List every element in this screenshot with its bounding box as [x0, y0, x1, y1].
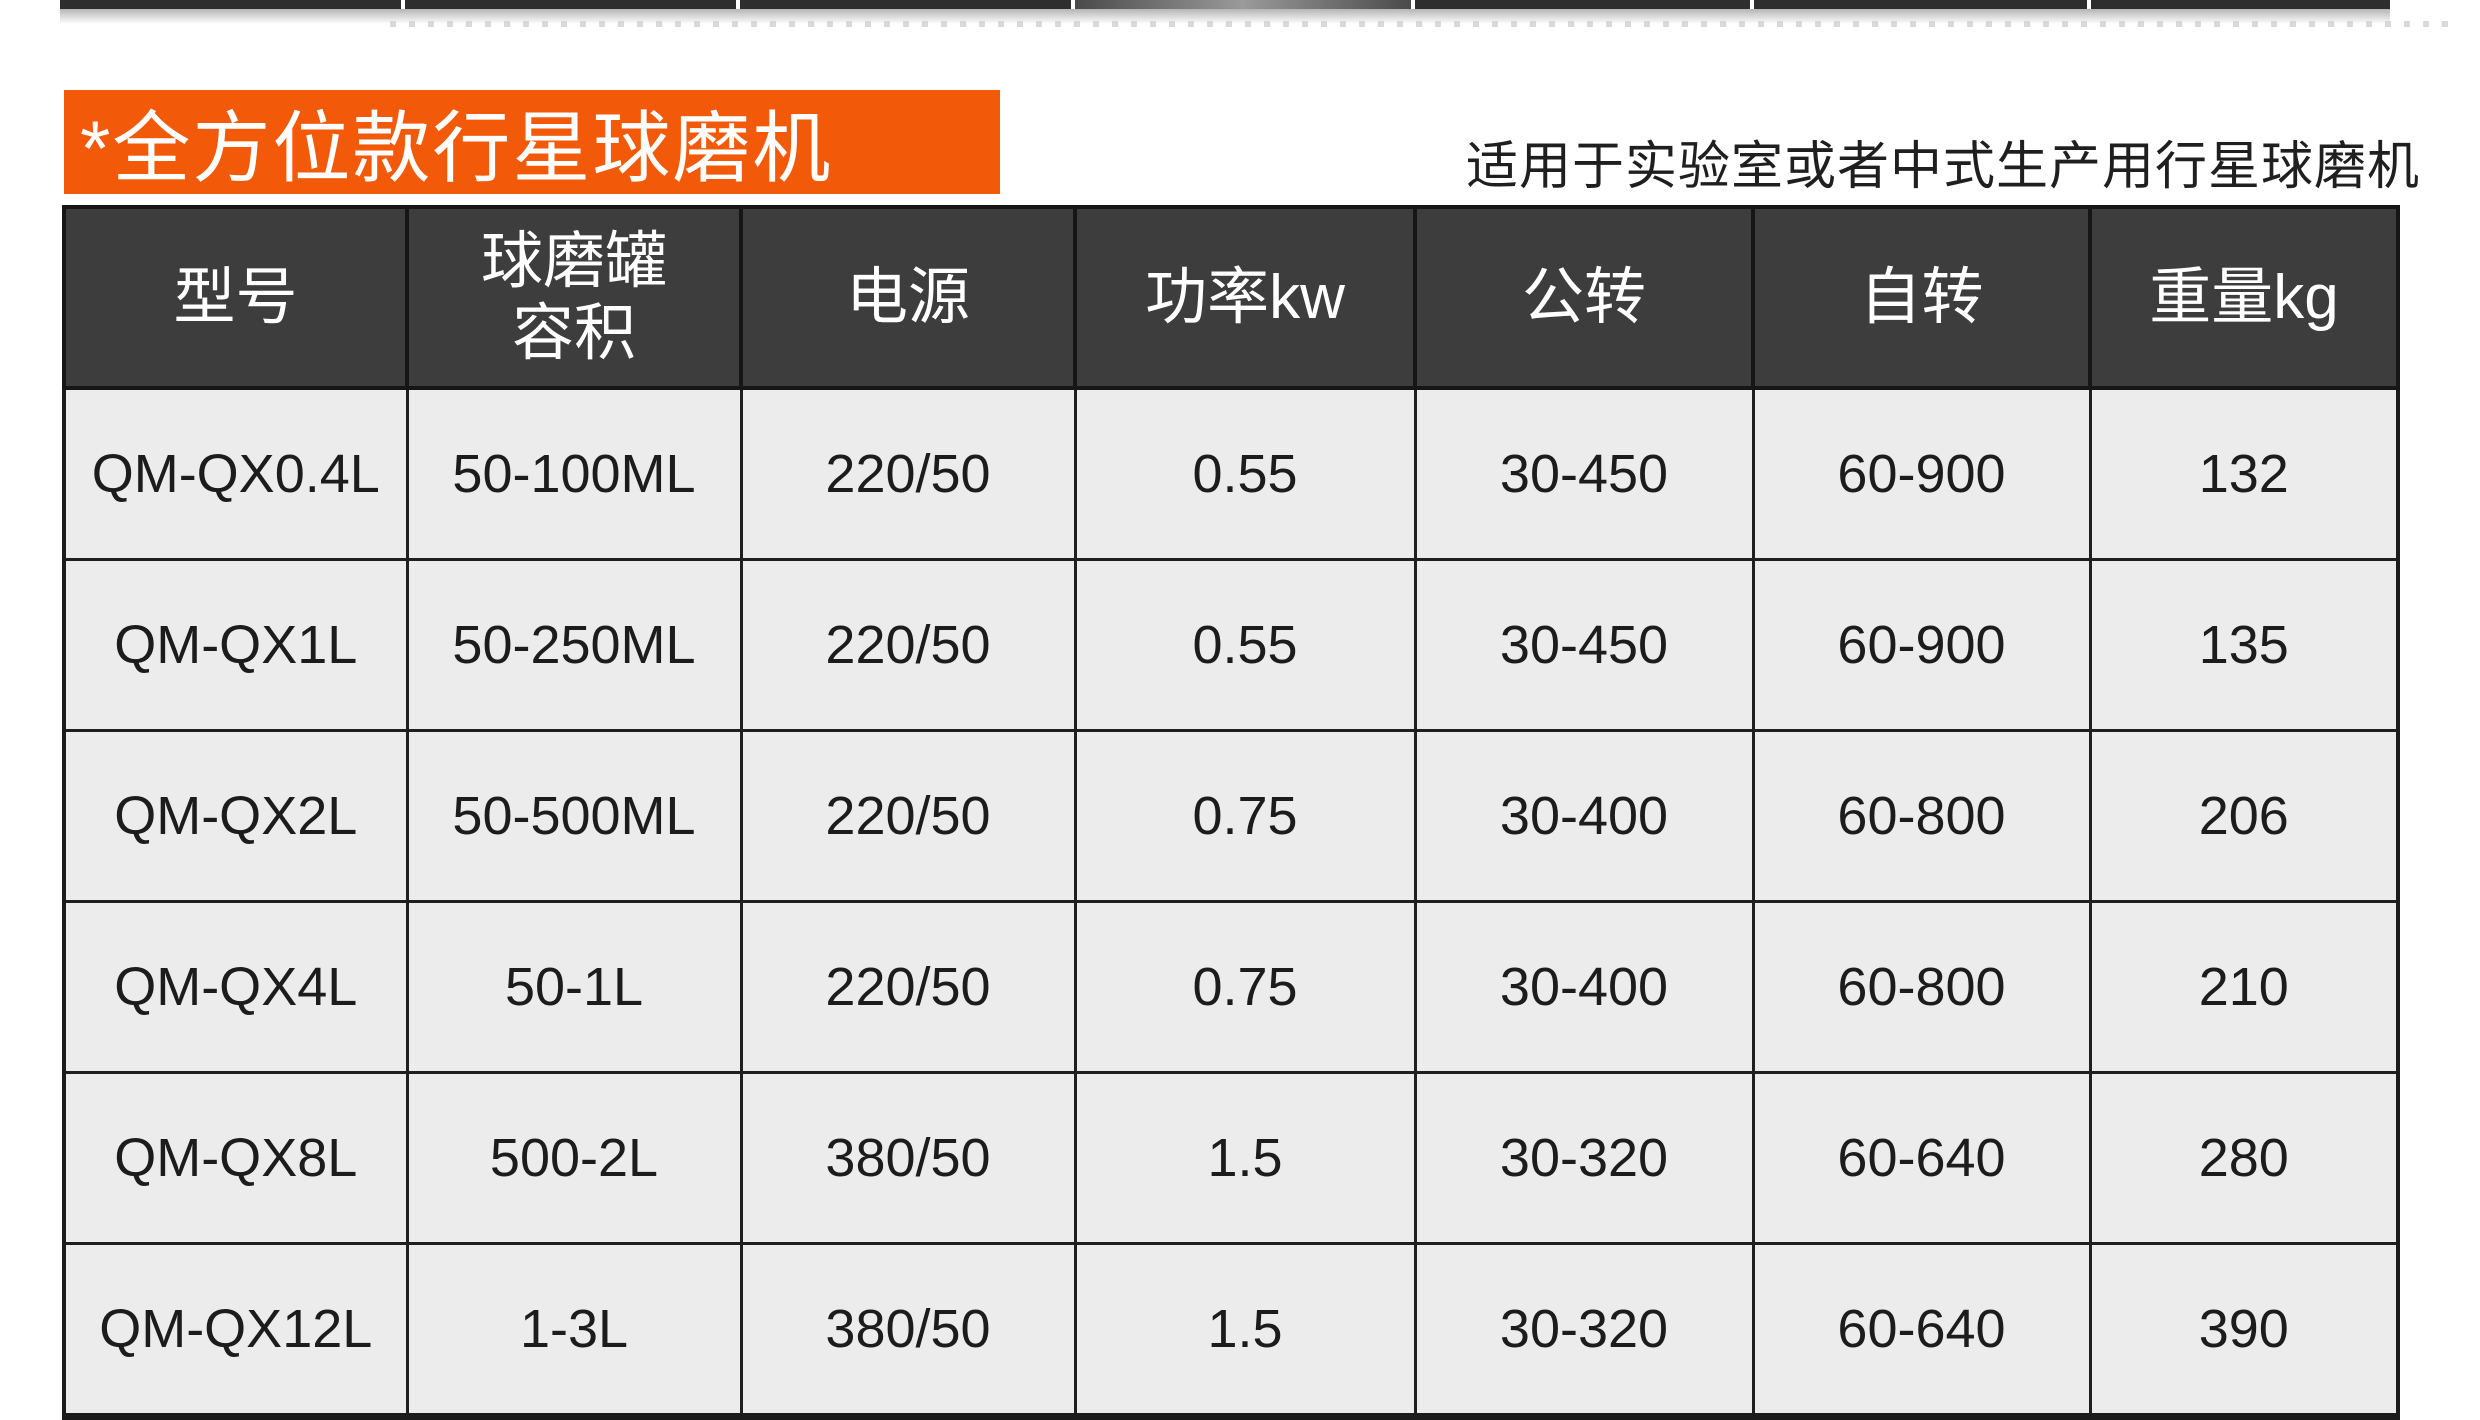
table-cell: 50-100ML	[405, 386, 743, 561]
table-cell: 30-450	[1413, 558, 1755, 732]
edge-segment	[1753, 0, 2088, 9]
edge-shadow	[60, 9, 2390, 24]
table-cell: 132	[2088, 386, 2400, 561]
table-cell: QM-QX4L	[62, 900, 409, 1074]
table-cell: 220/50	[739, 386, 1077, 561]
table-row: QM-QX8L 500-2L 380/50 1.5 30-320 60-640 …	[62, 1071, 2400, 1245]
column-header-revolution: 公转	[1413, 205, 1755, 390]
edge-segment	[2091, 0, 2391, 9]
table-row: QM-QX12L 1-3L 380/50 1.5 30-320 60-640 3…	[62, 1242, 2400, 1419]
table-cell: 60-640	[1751, 1242, 2092, 1419]
table-cell: 30-320	[1413, 1071, 1755, 1245]
table-cell: 60-800	[1751, 729, 2092, 903]
edge-segment	[405, 0, 737, 9]
table-cell: QM-QX0.4L	[62, 386, 409, 561]
table-cell: 220/50	[739, 558, 1077, 732]
header-row: 型号 球磨罐 容积 电源 功率kw 公转 自转 重量kg	[62, 205, 2400, 390]
section-title: *全方位款行星球磨机	[80, 104, 833, 192]
column-header-jar-volume: 球磨罐 容积	[405, 205, 743, 390]
table-row: QM-QX2L 50-500ML 220/50 0.75 30-400 60-8…	[62, 729, 2400, 903]
table-cell: QM-QX2L	[62, 729, 409, 903]
section-subtitle: 适用于实验室或者中式生产用行星球磨机	[1465, 138, 2420, 196]
spec-table: 型号 球磨罐 容积 电源 功率kw 公转 自转 重量kg QM-QX0.4L 5…	[62, 205, 2400, 1420]
edge-segment	[1074, 0, 1412, 9]
column-header-rotation: 自转	[1751, 205, 2092, 390]
table-cell: 50-500ML	[405, 729, 743, 903]
table-cell: 1.5	[1073, 1071, 1417, 1245]
table-cell: 50-1L	[405, 900, 743, 1074]
column-header-model: 型号	[62, 205, 409, 390]
edge-segment	[1415, 0, 1750, 9]
table-cell: 220/50	[739, 729, 1077, 903]
edge-segment	[60, 0, 402, 9]
table-cell: 60-640	[1751, 1071, 2092, 1245]
table-cell: QM-QX8L	[62, 1071, 409, 1245]
table-cell: 30-450	[1413, 386, 1755, 561]
table-cell: 390	[2088, 1242, 2400, 1419]
table-row: QM-QX4L 50-1L 220/50 0.75 30-400 60-800 …	[62, 900, 2400, 1074]
table-cell: 210	[2088, 900, 2400, 1074]
dotted-separator	[390, 21, 2448, 27]
table-cell: 60-800	[1751, 900, 2092, 1074]
table-cell: 280	[2088, 1071, 2400, 1245]
table-cell: 0.75	[1073, 729, 1417, 903]
table-cell: 30-320	[1413, 1242, 1755, 1419]
edge-segment	[740, 0, 1071, 9]
table-cell: 500-2L	[405, 1071, 743, 1245]
table-cell: QM-QX12L	[62, 1242, 409, 1419]
table-cell: QM-QX1L	[62, 558, 409, 732]
section-title-badge: *全方位款行星球磨机	[64, 90, 1000, 194]
table-cell: 0.55	[1073, 386, 1417, 561]
table-cell: 60-900	[1751, 386, 2092, 561]
table-cell: 30-400	[1413, 900, 1755, 1074]
previous-table-bottom-edge	[60, 0, 2391, 9]
table-cell: 380/50	[739, 1071, 1077, 1245]
table-cell: 1-3L	[405, 1242, 743, 1419]
table-cell: 30-400	[1413, 729, 1755, 903]
column-header-weight-kg: 重量kg	[2088, 205, 2400, 390]
table-cell: 206	[2088, 729, 2400, 903]
table-cell: 0.75	[1073, 900, 1417, 1074]
table-row: QM-QX0.4L 50-100ML 220/50 0.55 30-450 60…	[62, 386, 2400, 561]
table-cell: 220/50	[739, 900, 1077, 1074]
table-row: QM-QX1L 50-250ML 220/50 0.55 30-450 60-9…	[62, 558, 2400, 732]
table-cell: 0.55	[1073, 558, 1417, 732]
column-header-power-supply: 电源	[739, 205, 1077, 390]
table-cell: 135	[2088, 558, 2400, 732]
table-cell: 380/50	[739, 1242, 1077, 1419]
table-cell: 1.5	[1073, 1242, 1417, 1419]
column-header-power-kw: 功率kw	[1073, 205, 1417, 390]
table-cell: 60-900	[1751, 558, 2092, 732]
table-cell: 50-250ML	[405, 558, 743, 732]
